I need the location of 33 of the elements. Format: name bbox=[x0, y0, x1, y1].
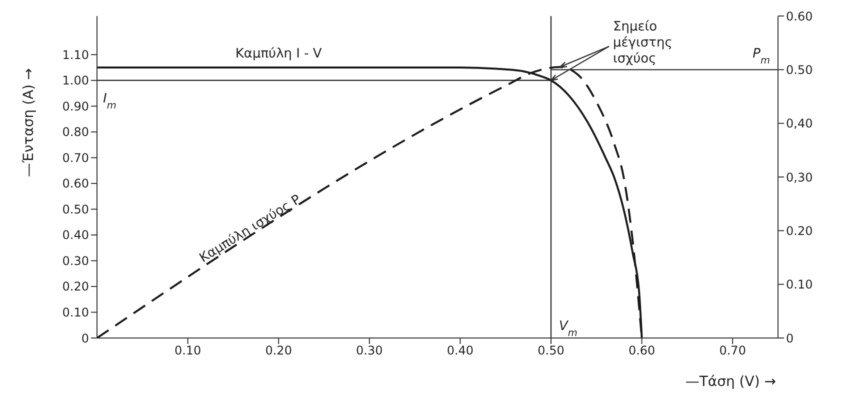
y-tick-label: 0.60 bbox=[62, 176, 89, 191]
y2-tick-label: 0 bbox=[786, 331, 794, 346]
y-tick-label: 0.10 bbox=[62, 306, 89, 320]
x-axis-title: —Τάση (V) → bbox=[685, 374, 776, 390]
ref-line-label: P$_{m}$ bbox=[752, 46, 770, 66]
annotation: Καμπύλη I - V bbox=[235, 46, 322, 62]
x-tick-label: 0.50 bbox=[538, 344, 564, 358]
y2-tick-label: 0.20 bbox=[786, 224, 813, 238]
y-axis-title: —Ένταση (A) → bbox=[20, 68, 37, 177]
y2-tick-label: 0.10 bbox=[786, 278, 813, 292]
x-tick-label: 0.60 bbox=[628, 344, 656, 358]
y-tick-label: 0.70 bbox=[62, 150, 89, 165]
y-tick-label: 0.90 bbox=[62, 99, 89, 114]
y-tick-label: 1.10 bbox=[62, 48, 89, 62]
ref-line-label: I$_{m}$ bbox=[103, 91, 116, 111]
x-tick-label: 0.10 bbox=[174, 344, 202, 358]
ref-line-label: V$_{m}$ bbox=[559, 319, 578, 338]
x-tick-label: 0.70 bbox=[719, 344, 746, 358]
x-tick-label: 0.20 bbox=[265, 344, 292, 358]
annotation: Σημείο μέγιστης ισχύος bbox=[613, 19, 672, 66]
y2-tick-label: 0,30 bbox=[786, 170, 813, 184]
x-tick-label: 0.40 bbox=[446, 344, 474, 358]
y-tick-label: 0.40 bbox=[62, 228, 89, 242]
y-tick-label: 0.30 bbox=[62, 254, 89, 268]
y-tick-label: 0.50 bbox=[62, 202, 89, 216]
y-tick-label: 1.00 bbox=[62, 74, 89, 88]
y2-tick-label: 0,40 bbox=[786, 116, 813, 131]
y-tick-label: 0.20 bbox=[62, 280, 89, 294]
y2-tick-label: 0.50 bbox=[786, 62, 813, 77]
y2-tick-label: 0.60 bbox=[786, 9, 813, 24]
x-tick-label: 0.30 bbox=[356, 344, 383, 358]
y-tick-label: 0 bbox=[81, 331, 89, 346]
y-tick-label: 0.80 bbox=[62, 125, 89, 140]
